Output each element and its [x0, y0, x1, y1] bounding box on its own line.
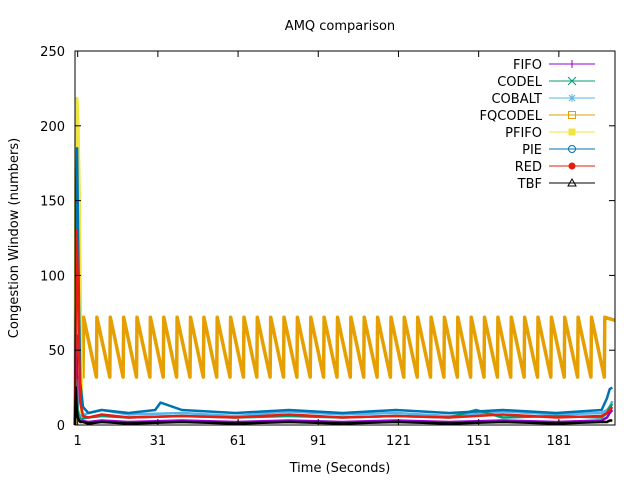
- y-tick-label: 100: [40, 269, 65, 284]
- plot-frame: [74, 50, 616, 426]
- chart-title: AMQ comparison: [285, 19, 395, 34]
- legend-marker: [567, 76, 577, 86]
- legend-marker: [568, 60, 576, 68]
- x-tick-label: 31: [150, 434, 167, 449]
- legend-label: FIFO: [513, 58, 542, 73]
- legend-item: RED: [515, 160, 595, 175]
- legend-label: FQCODEL: [480, 109, 543, 124]
- x-tick-label: 1: [74, 434, 82, 449]
- legend-item: TBF: [517, 177, 595, 192]
- legend-marker: [568, 128, 576, 136]
- legend-marker: [568, 111, 576, 119]
- legend-marker: [567, 177, 577, 187]
- legend-label: CODEL: [497, 75, 543, 90]
- legend-item: FQCODEL: [480, 109, 595, 124]
- y-tick-label: 0: [57, 419, 65, 434]
- legend-label: COBALT: [491, 92, 542, 107]
- y-tick-label: 200: [40, 120, 65, 135]
- legend-item: PIE: [522, 143, 595, 158]
- legend-item: COBALT: [491, 92, 595, 107]
- x-tick-label: 61: [230, 434, 247, 449]
- y-tick-label: 50: [48, 344, 65, 359]
- legend-marker: [568, 94, 576, 102]
- y-axis-label: Congestion Window (numbers): [7, 138, 22, 338]
- x-tick-label: 91: [310, 434, 327, 449]
- legend: FIFO CODEL COBALT FQCODEL PFIFO PIE RED TBF: [480, 58, 595, 192]
- y-tick-label: 250: [40, 45, 65, 60]
- series-line-tbf: [73, 386, 613, 426]
- series-line-red: [73, 229, 614, 426]
- series-line-fqcodel: [77, 315, 616, 379]
- x-tick-label: 181: [546, 434, 571, 449]
- x-axis-label: Time (Seconds): [289, 461, 391, 476]
- legend-label: TBF: [517, 177, 542, 192]
- y-tick-label: 150: [40, 195, 65, 210]
- legend-marker: [568, 145, 576, 153]
- legend-label: RED: [515, 160, 542, 175]
- x-tick-label: 121: [386, 434, 411, 449]
- legend-item: FIFO: [513, 58, 595, 73]
- ticks-layer: 0 50 100 150 200 250 1 31 61 91 121 151 181: [40, 45, 615, 449]
- legend-item: CODEL: [497, 75, 595, 90]
- legend-label: PIE: [522, 143, 542, 158]
- x-tick-label: 151: [466, 434, 491, 449]
- legend-marker: [568, 162, 576, 170]
- legend-item: PFIFO: [505, 126, 595, 141]
- legend-label: PFIFO: [505, 126, 542, 141]
